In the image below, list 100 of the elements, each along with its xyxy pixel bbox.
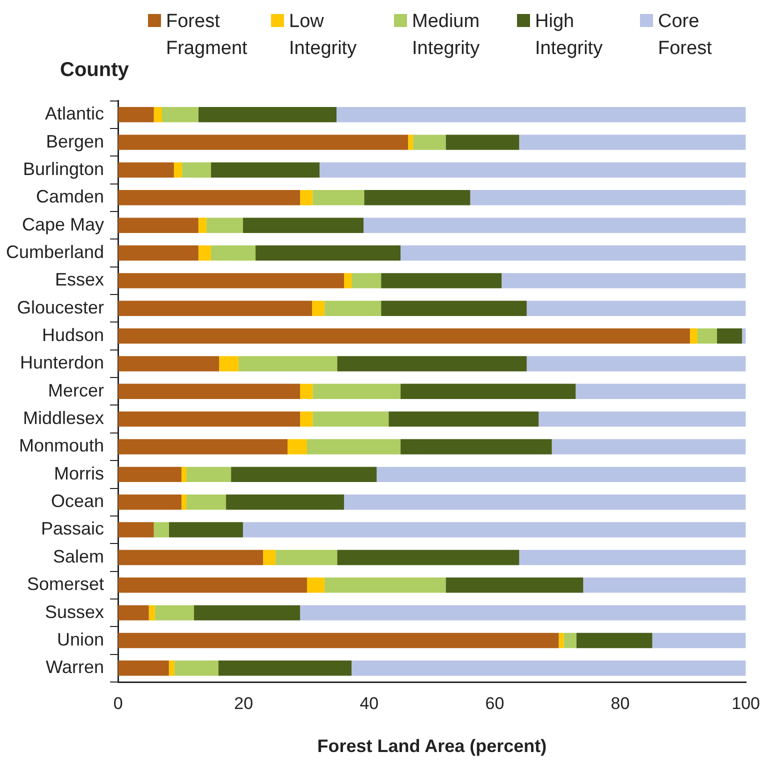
bar bbox=[162, 107, 198, 122]
bar bbox=[300, 605, 746, 620]
bar bbox=[210, 162, 320, 178]
bar bbox=[312, 411, 389, 427]
bar bbox=[118, 300, 312, 316]
y-tick-label: Morris bbox=[54, 463, 104, 484]
bar bbox=[526, 356, 746, 372]
bar bbox=[118, 660, 169, 676]
bar bbox=[118, 356, 220, 372]
bar bbox=[118, 578, 308, 593]
bar bbox=[118, 522, 154, 538]
legend-label: Forest Fragment bbox=[166, 10, 248, 61]
x-axis-title: Forest Land Area (percent) bbox=[317, 736, 547, 756]
bar bbox=[388, 411, 539, 427]
bar bbox=[344, 273, 352, 288]
x-tick-label: 0 bbox=[113, 694, 123, 713]
bar bbox=[118, 107, 154, 122]
bar bbox=[564, 632, 576, 648]
bar bbox=[182, 162, 211, 178]
bar bbox=[118, 162, 174, 178]
bar bbox=[446, 578, 584, 593]
y-tick-label: Monmouth bbox=[19, 436, 104, 456]
y-tick-label: Middlesex bbox=[23, 408, 104, 428]
bar bbox=[168, 522, 243, 538]
y-tick-label: Camden bbox=[36, 186, 104, 207]
y-tick-label: Bergen bbox=[46, 131, 104, 152]
legend-label: Medium Integrity bbox=[412, 10, 481, 61]
y-tick-label: Salem bbox=[53, 546, 104, 566]
x-tick-label: 100 bbox=[732, 694, 760, 713]
x-tick-label: 40 bbox=[360, 694, 379, 713]
bar bbox=[364, 218, 746, 233]
y-tick-label: Cape May bbox=[22, 214, 104, 234]
bar bbox=[256, 245, 401, 261]
y-tick-label: Atlantic bbox=[45, 104, 104, 124]
bar bbox=[148, 605, 156, 620]
bar bbox=[154, 522, 169, 538]
y-tick-label: Mercer bbox=[48, 380, 104, 400]
bar bbox=[198, 107, 337, 122]
bar bbox=[118, 328, 690, 344]
y-tick-label: Somerset bbox=[27, 574, 104, 594]
bar bbox=[381, 300, 527, 316]
y-axis-title: County bbox=[60, 59, 129, 82]
bar bbox=[181, 494, 186, 510]
bar bbox=[300, 411, 313, 427]
y-tick-label: Gloucester bbox=[17, 297, 104, 318]
bar bbox=[352, 660, 746, 676]
bar bbox=[118, 439, 288, 454]
bar bbox=[198, 218, 207, 233]
x-tick-label: 60 bbox=[485, 694, 504, 713]
bar bbox=[652, 632, 746, 648]
bar bbox=[324, 578, 446, 593]
bar bbox=[288, 439, 308, 454]
bar bbox=[198, 245, 211, 261]
bar bbox=[344, 494, 746, 510]
bar bbox=[576, 384, 746, 400]
bar bbox=[242, 218, 364, 233]
x-tick-label: 80 bbox=[610, 694, 630, 713]
bar bbox=[376, 466, 746, 482]
bar bbox=[118, 134, 408, 150]
bar bbox=[502, 273, 746, 288]
y-tick-label: Passaic bbox=[41, 518, 104, 539]
bar bbox=[118, 384, 300, 400]
bar bbox=[413, 134, 446, 150]
y-tick-label: Essex bbox=[55, 270, 104, 290]
bar bbox=[300, 384, 313, 400]
y-tick-label: Warren bbox=[46, 657, 104, 678]
bar bbox=[470, 190, 746, 206]
bar bbox=[312, 300, 325, 316]
bar bbox=[558, 632, 564, 648]
bar bbox=[400, 384, 576, 400]
bar bbox=[576, 632, 652, 648]
bar bbox=[312, 190, 364, 206]
bar bbox=[337, 356, 527, 372]
bar bbox=[400, 439, 552, 454]
y-tick-label: Burlington bbox=[22, 158, 104, 179]
legend-label: Core Forest bbox=[658, 10, 713, 61]
bar bbox=[583, 578, 746, 593]
bar bbox=[118, 494, 182, 510]
y-tick-label: Hunterdon bbox=[20, 352, 104, 373]
bar bbox=[118, 632, 559, 648]
bar bbox=[168, 660, 175, 676]
bar bbox=[186, 494, 226, 510]
bar bbox=[181, 466, 186, 482]
bar bbox=[538, 411, 746, 427]
bar bbox=[242, 522, 746, 538]
bar bbox=[446, 134, 520, 150]
bar bbox=[218, 660, 352, 676]
bar bbox=[231, 466, 377, 482]
bar bbox=[118, 190, 300, 206]
y-tick-label: Hudson bbox=[42, 325, 104, 346]
bar bbox=[336, 107, 746, 122]
bar bbox=[381, 273, 502, 288]
bar bbox=[307, 439, 401, 454]
bar bbox=[408, 134, 414, 150]
bar bbox=[154, 107, 162, 122]
bar bbox=[690, 328, 698, 344]
bar bbox=[174, 660, 218, 676]
bar bbox=[337, 550, 520, 566]
legend-label: Low Integrity bbox=[289, 10, 358, 61]
bar bbox=[552, 439, 746, 454]
